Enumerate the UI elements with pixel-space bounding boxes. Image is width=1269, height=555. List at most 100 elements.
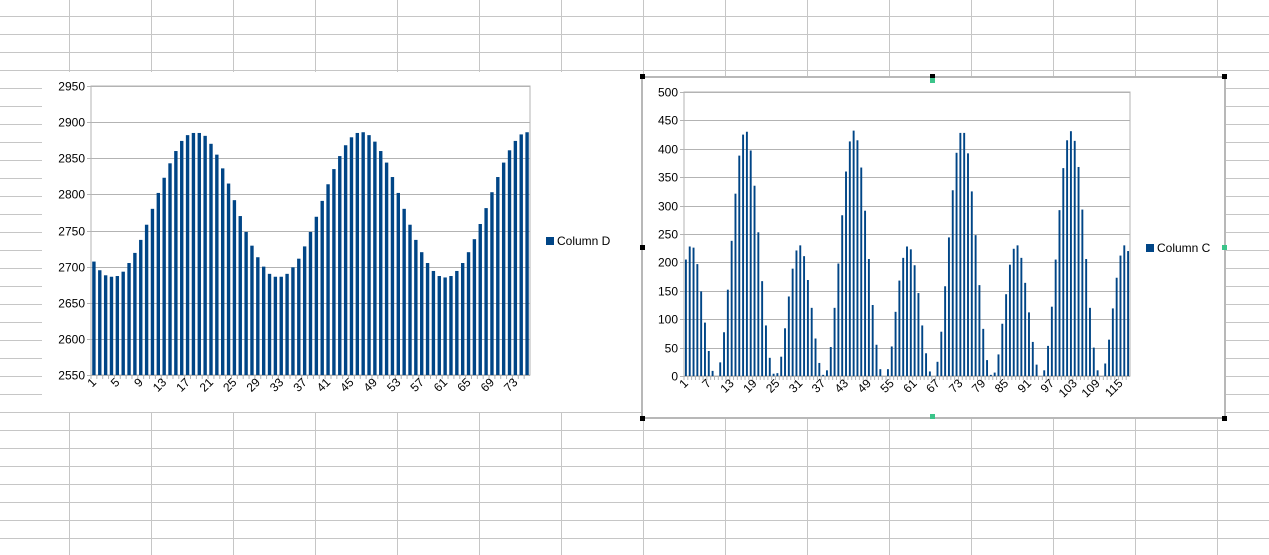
bar — [1123, 245, 1126, 376]
bar — [156, 192, 161, 375]
bar — [1058, 210, 1061, 376]
bar — [928, 371, 931, 376]
bar — [92, 261, 96, 375]
bar — [507, 150, 512, 375]
bar — [115, 276, 120, 375]
bar — [768, 357, 771, 376]
bar — [791, 268, 794, 376]
bar — [302, 246, 307, 375]
bar — [308, 231, 313, 375]
resize-handle-bottom-left[interactable] — [640, 416, 645, 421]
resize-handle-top-marker[interactable] — [930, 78, 935, 83]
bar — [753, 185, 756, 376]
bar — [1127, 251, 1130, 376]
bar — [320, 200, 324, 375]
bar — [431, 270, 436, 375]
bar — [519, 134, 523, 375]
bar — [238, 216, 242, 375]
bar — [848, 141, 851, 376]
bar — [355, 132, 360, 375]
legend-swatch-column-c — [1146, 244, 1154, 252]
bar — [723, 332, 725, 376]
bar — [795, 250, 798, 376]
bar — [478, 224, 482, 375]
bar — [443, 277, 447, 375]
y-tick-label: 2700 — [58, 261, 85, 275]
bar — [180, 140, 184, 375]
bar — [864, 210, 867, 376]
resize-handle-bottom-right[interactable] — [1222, 416, 1227, 421]
bar — [978, 285, 981, 376]
y-tick-label: 300 — [658, 200, 678, 214]
bar — [98, 270, 102, 375]
y-tick-label: 2800 — [58, 188, 85, 202]
bar — [856, 140, 859, 376]
bar — [390, 177, 395, 375]
resize-handle-bottom[interactable] — [930, 414, 935, 419]
bar — [951, 190, 954, 376]
bar — [982, 328, 985, 376]
resize-handle-top-right[interactable] — [1222, 74, 1227, 79]
bar — [1035, 364, 1038, 376]
bar — [291, 267, 295, 375]
chart-column-c[interactable]: 0 50 100 150 200 250 300 350 400 450 500 1 7 13 19 25 31… — [640, 74, 1227, 421]
bar — [719, 362, 722, 376]
bar — [826, 370, 828, 376]
y-tick-label: 100 — [658, 313, 678, 327]
x-tick-label: 53 — [384, 375, 404, 395]
x-tick-label: 33 — [267, 375, 287, 395]
bar — [909, 249, 912, 376]
x-tick-label: 17 — [173, 375, 193, 395]
bar — [343, 145, 348, 375]
chart-column-d[interactable]: 2550 2600 2650 2700 2750 2800 2850 2900 2950 1 5 9 1… — [42, 72, 642, 412]
bar — [902, 257, 905, 376]
bar — [730, 240, 733, 376]
resize-handle-left[interactable] — [640, 245, 645, 250]
resize-handle-top-left[interactable] — [640, 74, 645, 79]
bar — [425, 263, 430, 375]
resize-handle-right[interactable] — [1222, 245, 1227, 250]
bar — [455, 270, 459, 375]
x-tick-label: 29 — [244, 375, 264, 395]
bar — [332, 169, 336, 375]
bar — [373, 141, 377, 375]
bar — [772, 373, 775, 376]
bar — [396, 192, 400, 375]
bar — [1047, 345, 1049, 376]
bar — [484, 208, 488, 375]
bar — [814, 338, 817, 376]
bar — [232, 200, 237, 375]
y-tick-label: 500 — [658, 86, 678, 100]
bar — [472, 239, 477, 375]
y-tick-label: 50 — [665, 342, 679, 356]
bar — [361, 132, 365, 375]
bar — [955, 152, 958, 376]
bar — [338, 156, 342, 375]
bar — [1073, 140, 1076, 376]
bar — [913, 265, 916, 376]
bar — [1092, 347, 1095, 376]
bar — [150, 208, 155, 375]
bar — [209, 143, 213, 375]
bar — [963, 132, 966, 376]
legend-label-column-d: Column D — [557, 234, 611, 248]
bar — [841, 215, 844, 376]
bar — [947, 237, 950, 376]
bar — [898, 280, 901, 376]
y-tick-label: 0 — [671, 370, 678, 384]
bar — [967, 153, 969, 376]
bar — [1024, 282, 1027, 376]
resize-handle-top[interactable] — [930, 74, 935, 79]
bar — [490, 192, 494, 375]
bar — [460, 263, 465, 375]
bar — [997, 354, 1000, 376]
bar — [525, 132, 529, 375]
bar — [780, 356, 783, 376]
bar — [379, 151, 383, 375]
x-tick-label: 73 — [501, 375, 521, 395]
bar — [711, 370, 714, 376]
bar — [215, 154, 219, 375]
bar — [765, 325, 767, 376]
bar — [121, 271, 125, 375]
bar — [139, 239, 143, 375]
